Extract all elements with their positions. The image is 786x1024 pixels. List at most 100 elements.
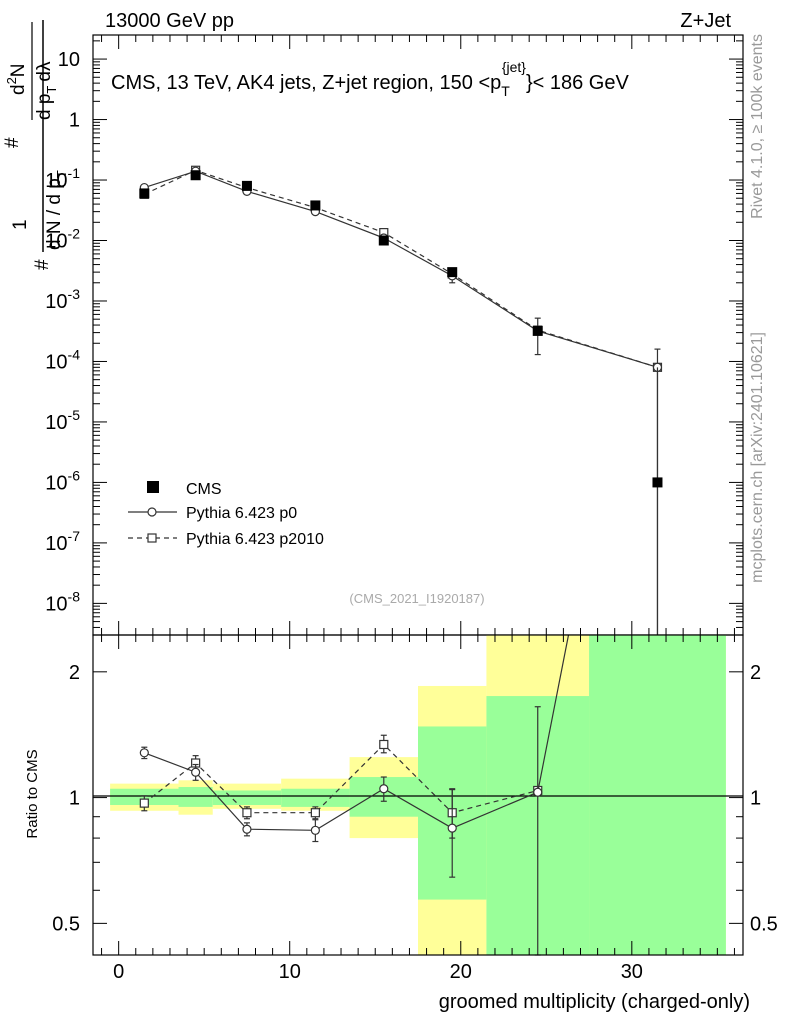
ratio-y-tick-label-right: 1	[750, 788, 761, 810]
ratio-x-tick-label: 0	[113, 961, 124, 983]
ratio-x-tick-labels: 0 10 20 30	[113, 961, 643, 983]
ratio-y-tick-labels: 0.5 0.5 1 1 2 2	[52, 662, 778, 936]
y-label-d: d2N	[4, 63, 29, 95]
main-y-tick-base: 10	[45, 351, 67, 373]
y-label-d-char: d	[8, 84, 29, 95]
ratio-y-tick-label-left: 0.5	[52, 913, 80, 935]
main-y-tick-label: 10-8	[45, 588, 80, 615]
main-y-tick-base: 10	[45, 472, 67, 494]
ratio-p0-line	[144, 634, 570, 831]
main-y-tick-label: 10-7	[45, 528, 80, 555]
ratio-y-axis-label: Ratio to CMS	[24, 749, 41, 838]
main-y-tick-label: 10-1	[45, 165, 80, 192]
y-label-hash2: #	[2, 137, 23, 148]
ratio-x-tick-label: 20	[450, 961, 472, 983]
ratio-p0-point	[533, 787, 543, 797]
main-cms-point	[652, 477, 663, 488]
main-y-tick-base: 1	[69, 110, 80, 132]
plot-title-prefix: CMS, 13 TeV, AK4 jets, Z+jet region, 150…	[111, 72, 501, 94]
y-label-denominator: d N / d pT	[44, 170, 69, 250]
main-y-tick-base: 10	[45, 231, 67, 253]
main-y-tick-label: 10-3	[45, 286, 80, 313]
ratio-plot-panel: 0.5 0.5 1 1 2 2 0 10 20 30 Ratio to CMS groomed …	[24, 634, 778, 1013]
ratio-uncertainty-bands	[110, 635, 726, 955]
main-cms-point	[190, 170, 201, 181]
x-axis-label: groomed multiplicity (charged-only)	[439, 991, 750, 1013]
main-cms-point	[447, 267, 458, 278]
main-y-tick-base: 10	[45, 291, 67, 313]
main-cms-point	[378, 235, 389, 246]
ratio-p0-point	[139, 748, 149, 758]
ratio-band-green	[212, 790, 282, 806]
main-y-tick-label: 10-2	[45, 226, 80, 253]
y-label-exp2: 2	[4, 77, 19, 84]
main-p2010-line	[144, 169, 658, 368]
main-y-tick-exp: -1	[68, 165, 81, 181]
ratio-y-tick-label-left: 1	[69, 788, 80, 810]
ratio-band-green	[178, 787, 213, 807]
main-y-tick-label: 10-5	[45, 407, 80, 434]
ratio-frame	[92, 634, 744, 956]
plot-title: CMS, 13 TeV, AK4 jets, Z+jet region, 150…	[111, 59, 629, 99]
main-y-tick-exp: -2	[68, 226, 81, 242]
y-label-sub-t2: T	[44, 86, 59, 94]
y-label-one: 1	[10, 219, 31, 230]
main-y-tick-base: 10	[45, 412, 67, 434]
analysis-watermark: (CMS_2021_I1920187)	[349, 591, 484, 606]
ratio-frame-rect	[92, 634, 744, 956]
main-axis-ticks	[93, 35, 743, 636]
ratio-p2010-point	[139, 798, 149, 808]
ratio-x-tick-label: 10	[279, 961, 301, 983]
main-y-tick-exp: -3	[68, 286, 81, 302]
main-y-tick-label: 10-6	[45, 467, 80, 494]
main-cms-point	[532, 325, 543, 336]
main-series-group	[139, 165, 663, 665]
y-label-N: N	[8, 63, 29, 77]
legend-label-p0: Pythia 6.423 p0	[186, 505, 297, 522]
ratio-band-green	[589, 635, 726, 955]
main-y-tick-label: 10-4	[45, 346, 80, 373]
main-cms-point	[139, 188, 150, 199]
legend-marker-p2010	[147, 533, 157, 543]
mcplots-label: mcplots.cern.ch [arXiv:2401.10621]	[749, 332, 766, 583]
main-y-tick-base: 10	[58, 49, 80, 71]
energy-label: 13000 GeV pp	[105, 10, 234, 32]
ratio-p0-point	[191, 767, 201, 777]
legend-label-p2010: Pythia 6.423 p2010	[186, 531, 324, 548]
ratio-y-tick-label-right: 2	[750, 662, 761, 684]
main-y-tick-label: 10	[58, 49, 80, 71]
main-y-tick-exp: -6	[68, 467, 81, 483]
main-cms-point	[310, 200, 321, 211]
plot-title-sup: {jet}	[502, 59, 526, 75]
ratio-p0-point	[310, 825, 320, 835]
main-y-axis-label: # 1 d N / d pT # d2N d pTdλ	[2, 20, 69, 270]
ratio-p2010-point	[242, 808, 252, 818]
y-label-sub-t1: T	[54, 170, 69, 178]
main-y-tick-base: 10	[45, 533, 67, 555]
legend: CMS Pythia 6.423 p0 Pythia 6.423 p2010	[128, 481, 324, 548]
legend-marker-cms	[147, 481, 159, 493]
y-label-dndpt: d N / d p	[44, 178, 65, 250]
ratio-p2010-point	[310, 808, 320, 818]
main-y-tick-base: 10	[45, 593, 67, 615]
legend-label-cms: CMS	[186, 481, 222, 498]
y-label-inner-denominator: d pTdλ	[34, 61, 59, 120]
ratio-p0-point	[447, 823, 457, 833]
main-y-tick-exp: -7	[68, 528, 81, 544]
ratio-p0-point	[242, 824, 252, 834]
ratio-axis-ticks	[93, 635, 743, 955]
plot-title-sub: T	[501, 83, 510, 99]
ratio-y-tick-label-left: 2	[69, 662, 80, 684]
y-label-dpt: d p	[34, 94, 55, 120]
ratio-p2010-point	[379, 739, 389, 750]
y-label-hash1: #	[32, 259, 53, 270]
plot-title-suffix: }< 186 GeV	[526, 72, 630, 94]
legend-marker-p0	[147, 507, 157, 517]
main-y-tick-exp: -8	[68, 588, 81, 604]
rivet-label: Rivet 4.1.0, ≥ 100k events	[749, 34, 766, 219]
main-y-tick-exp: -4	[68, 346, 81, 362]
ratio-series-group	[139, 634, 570, 956]
main-y-tick-exp: -5	[68, 407, 81, 423]
